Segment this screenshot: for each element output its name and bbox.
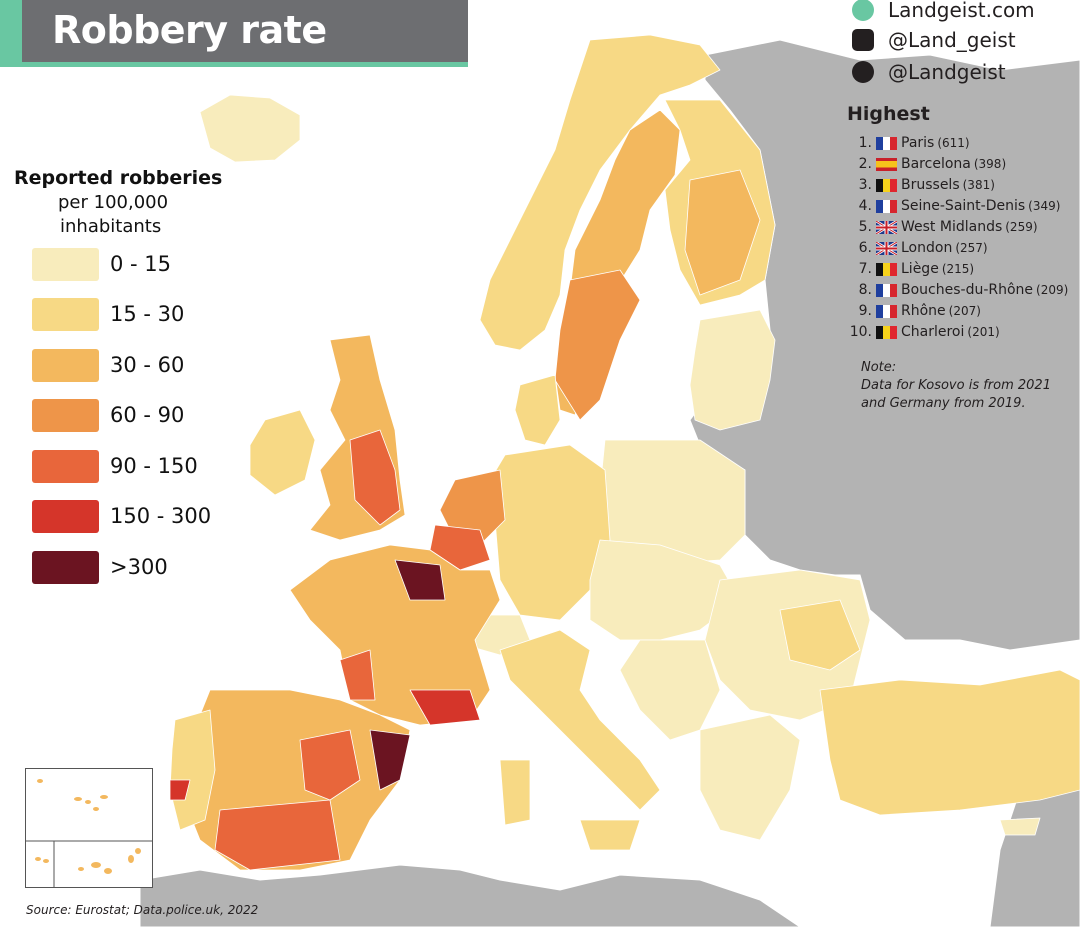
highest-item: 8. Bouches-du-Rhône (209)	[848, 282, 1069, 298]
highest-name: West Midlands	[901, 219, 1003, 235]
legend-label: 15 - 30	[110, 302, 185, 326]
instagram-credit[interactable]: @Land_geist	[852, 28, 1016, 52]
highest-item: 5. West Midlands (259)	[848, 219, 1038, 235]
highest-value: (398)	[973, 157, 1007, 171]
website-label: Landgeist.com	[888, 0, 1035, 22]
twitter-label: @Landgeist	[888, 60, 1006, 84]
highest-item: 9. Rhône (207)	[848, 303, 981, 319]
title-banner	[0, 0, 468, 66]
highest-value: (381)	[962, 178, 995, 192]
highest-name: Rhône	[901, 303, 946, 319]
highest-name: Barcelona	[901, 156, 971, 172]
legend-swatch	[32, 349, 99, 382]
legend-title: Reported robberies	[14, 167, 223, 189]
highest-name: London	[901, 240, 953, 256]
highest-rank: 1.	[858, 135, 872, 151]
highest-value: (215)	[941, 262, 975, 276]
source-credit: Source: Eurostat; Data.police.uk, 2022	[26, 903, 259, 917]
highest-rank: 9.	[858, 303, 872, 319]
legend-label: 30 - 60	[110, 353, 185, 377]
highest-rank: 7.	[858, 261, 872, 277]
france-flag-icon	[876, 283, 897, 297]
instagram-label: @Land_geist	[888, 28, 1016, 52]
non-covered-regions	[139, 39, 1080, 927]
highest-item: 4. Seine-Saint-Denis (349)	[848, 198, 1061, 214]
uk-flag-icon	[876, 220, 897, 234]
website-credit[interactable]: Landgeist.com	[852, 0, 1035, 22]
title-underline	[0, 62, 468, 67]
highest-rank: 2.	[858, 156, 872, 172]
legend-swatch	[32, 450, 99, 483]
legend-swatch	[32, 399, 99, 432]
highest-item: 3. Brussels (381)	[848, 177, 995, 193]
highest-name: Brussels	[901, 177, 960, 193]
highest-item: 6. London (257)	[848, 240, 988, 256]
map-title: Robbery rate	[52, 8, 327, 52]
belgium-flag-icon	[876, 262, 897, 276]
highest-value: (209)	[1036, 283, 1069, 297]
legend-swatch	[32, 248, 99, 281]
belgium-flag-icon	[876, 178, 897, 192]
france-flag-icon	[876, 304, 897, 318]
highest-title: Highest	[847, 103, 930, 125]
highest-item: 10. Charleroi (201)	[848, 324, 1000, 340]
highest-item: 1. Paris (611)	[848, 135, 970, 151]
note-line-1: Data for Kosovo is from 2021	[861, 378, 1051, 393]
highest-value: (259)	[1005, 220, 1038, 234]
highest-value: (611)	[937, 136, 970, 150]
twitter-icon	[852, 61, 874, 83]
legend-swatch	[32, 551, 99, 584]
highest-name: Charleroi	[901, 324, 965, 340]
legend-swatch	[32, 298, 99, 331]
globe-icon	[852, 0, 874, 21]
belgium-flag-icon	[876, 325, 897, 339]
legend-label: 90 - 150	[110, 454, 198, 478]
note-line-2: and Germany from 2019.	[861, 396, 1026, 411]
legend-swatch	[32, 500, 99, 533]
note-label: Note:	[861, 360, 897, 375]
highest-rank: 4.	[858, 198, 872, 214]
twitter-credit[interactable]: @Landgeist	[852, 60, 1006, 84]
legend-label: 60 - 90	[110, 403, 185, 427]
legend-subtitle-1: per 100,000	[58, 192, 169, 213]
highest-rank: 6.	[858, 240, 872, 256]
canary-islands-inset	[25, 768, 153, 888]
uk-flag-icon	[876, 241, 897, 255]
highest-value: (349)	[1028, 199, 1061, 213]
legend-label: >300	[110, 555, 168, 579]
highest-rank: 3.	[858, 177, 872, 193]
highest-item: 2. Barcelona (398)	[848, 156, 1007, 172]
highest-value: (201)	[967, 325, 1000, 339]
legend-subtitle-2: inhabitants	[60, 216, 162, 237]
title-accent	[0, 0, 22, 66]
spain-flag-icon	[876, 157, 897, 171]
highest-value: (207)	[948, 304, 981, 318]
highest-rank: 8.	[858, 282, 872, 298]
highest-name: Seine-Saint-Denis	[901, 198, 1026, 214]
highest-name: Bouches-du-Rhône	[901, 282, 1034, 298]
covered-regions	[169, 34, 1080, 871]
highest-name: Liège	[901, 261, 939, 277]
highest-value: (257)	[955, 241, 988, 255]
france-flag-icon	[876, 199, 897, 213]
highest-rank: 10.	[849, 324, 872, 340]
highest-item: 7. Liège (215)	[848, 261, 974, 277]
instagram-icon	[852, 29, 874, 51]
legend-label: 150 - 300	[110, 504, 212, 528]
legend-label: 0 - 15	[110, 252, 172, 276]
highest-name: Paris	[901, 135, 935, 151]
france-flag-icon	[876, 136, 897, 150]
highest-rank: 5.	[858, 219, 872, 235]
